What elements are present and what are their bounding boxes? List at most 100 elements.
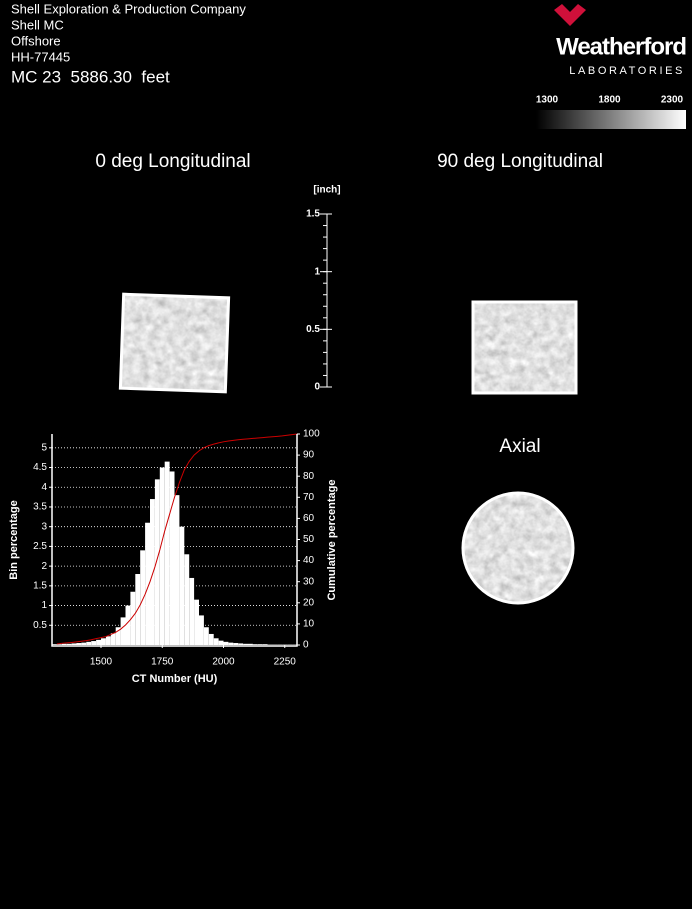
header-line: Shell MC — [11, 17, 64, 32]
bar — [115, 627, 121, 645]
header-line: Shell Exploration & Production Company — [11, 1, 246, 16]
y-tick-label: 3 — [41, 521, 47, 532]
panel-title: Axial — [499, 436, 540, 457]
panel-title: 0 deg Longitudinal — [95, 151, 250, 172]
ct-image-90 — [471, 300, 578, 395]
colorbar-tick-label: 2300 — [661, 95, 684, 106]
y2-tick-label: 60 — [303, 513, 315, 524]
y-tick-label: 3.5 — [33, 502, 47, 513]
bar — [61, 643, 67, 645]
y2-tick-label: 90 — [303, 450, 315, 461]
bar — [154, 479, 160, 645]
bar — [203, 627, 209, 645]
y2-tick-label: 30 — [303, 576, 315, 587]
x-tick-label: 2250 — [274, 657, 297, 668]
colorbar-tick-label: 1300 — [536, 95, 559, 106]
y-tick-label: 5 — [41, 442, 47, 453]
bar — [223, 641, 229, 645]
scan — [463, 493, 573, 603]
bar — [105, 636, 111, 645]
y-tick-label: 2 — [41, 561, 47, 572]
header-line: Offshore — [11, 33, 61, 48]
y2-tick-label: 70 — [303, 492, 315, 503]
header-line: HH-77445 — [11, 49, 70, 64]
cumulative-line — [56, 433, 298, 645]
ruler-tick-label: 0 — [314, 382, 320, 393]
bar — [140, 550, 146, 645]
bar — [164, 461, 170, 645]
y2-tick-label: 10 — [303, 619, 315, 630]
histogram: 0.511.522.533.544.5501020304050607080901… — [8, 429, 338, 685]
ruler: 0 0.5 1 1.5 — [306, 209, 332, 393]
bar — [243, 643, 248, 645]
y-tick-label: 1 — [41, 600, 47, 611]
bar — [52, 644, 57, 645]
scan-outline — [118, 292, 231, 394]
ct-image-axial — [461, 491, 575, 605]
y-tick-label: 4 — [41, 482, 47, 493]
logo-name: Weatherford — [556, 33, 686, 60]
axes — [51, 434, 298, 647]
y2-axis-label: Cumulative percentage — [326, 479, 338, 600]
scan-outline — [471, 300, 578, 395]
y-tick-label: 2.5 — [33, 541, 47, 552]
bar — [184, 554, 190, 645]
bar — [218, 640, 224, 645]
y2-tick-label: 20 — [303, 597, 315, 608]
y2-tick-label: 100 — [303, 429, 320, 440]
bar — [169, 471, 175, 645]
bar — [213, 638, 219, 645]
bar — [96, 639, 101, 645]
ct-image-0 — [118, 292, 231, 394]
bar — [262, 644, 268, 645]
panel-title: 90 deg Longitudinal — [437, 151, 603, 172]
y2-tick-label: 40 — [303, 555, 315, 566]
bar — [174, 495, 180, 645]
bar — [81, 642, 87, 645]
x-tick-label: 1500 — [90, 657, 113, 668]
bar — [257, 644, 263, 645]
bar — [238, 643, 244, 645]
bar — [66, 643, 72, 645]
bar — [56, 644, 62, 645]
scan — [120, 294, 229, 392]
colorbar — [536, 110, 686, 129]
logo-sub: LABORATORIES — [569, 65, 685, 77]
x-tick-label: 1750 — [151, 657, 174, 668]
y2-tick-label: 0 — [303, 640, 309, 651]
x-tick-label: 2000 — [212, 657, 235, 668]
bar — [86, 641, 92, 645]
logo: Weatherford LABORATORIES — [554, 4, 687, 77]
y2-tick-label: 50 — [303, 534, 315, 545]
bar — [208, 633, 214, 645]
bar — [252, 644, 258, 645]
bar — [145, 522, 150, 645]
bar — [179, 526, 185, 645]
bar — [233, 643, 239, 645]
y-tick-label: 0.5 — [33, 620, 47, 631]
bar — [101, 638, 106, 645]
y-tick-label: 1.5 — [33, 580, 47, 591]
bar — [248, 643, 253, 645]
bar — [71, 643, 77, 645]
scan-outline — [461, 491, 575, 605]
colorbar-ticks: 1300 1800 2300 — [536, 95, 684, 106]
y-axis-label: Bin percentage — [8, 500, 20, 579]
ruler-tick-label: 1.5 — [306, 209, 320, 220]
bar — [228, 642, 234, 645]
colorbar-tick-label: 1800 — [598, 95, 621, 106]
y-tick-label: 4.5 — [33, 462, 47, 473]
ruler-unit: [inch] — [313, 185, 340, 196]
bar — [130, 591, 136, 645]
sample-depth: MC 23 5886.30 feet — [11, 67, 170, 86]
bar — [120, 617, 126, 645]
logo-mark — [554, 4, 586, 26]
bar — [194, 599, 199, 645]
bar — [76, 643, 82, 645]
x-axis-label: CT Number (HU) — [132, 673, 218, 685]
bar — [150, 499, 155, 645]
scan — [473, 302, 576, 393]
ruler-tick-label: 1 — [314, 266, 320, 277]
